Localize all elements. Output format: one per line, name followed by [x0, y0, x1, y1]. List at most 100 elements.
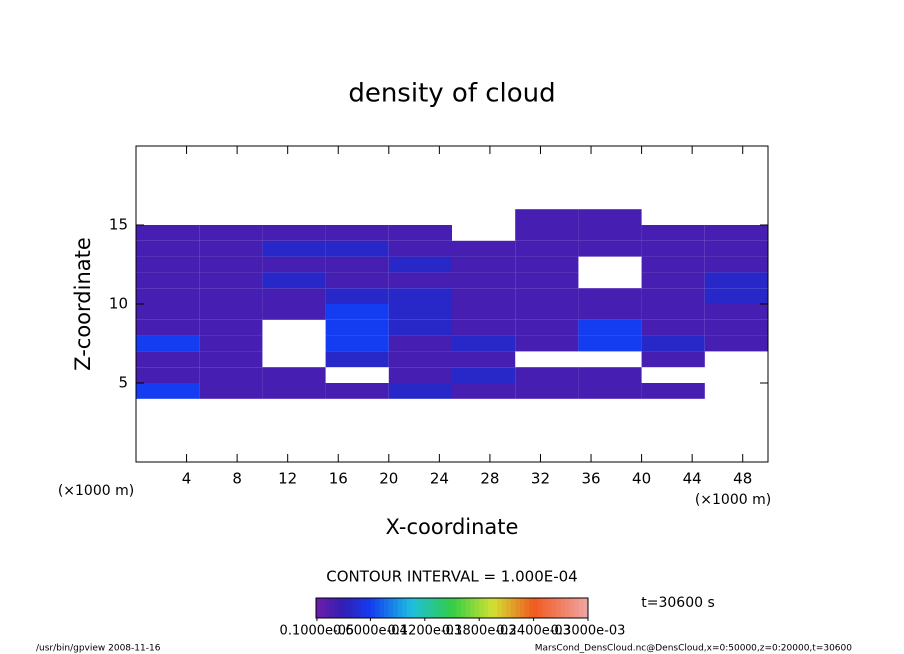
colorbar-swatch	[501, 598, 507, 618]
colorbar-swatch	[565, 598, 571, 618]
cell	[262, 225, 326, 241]
colorbar-swatch	[388, 598, 394, 618]
colorbar-tick-label: 0.6000e-04	[333, 624, 408, 639]
colorbar-swatch	[465, 598, 471, 618]
colorbar-swatch	[438, 598, 444, 618]
colorbar-swatch	[361, 598, 367, 618]
cell	[704, 256, 768, 273]
colorbar-swatch	[433, 598, 439, 618]
cell	[262, 240, 326, 257]
y-axis-label: Z-coordinate	[71, 237, 95, 371]
cell	[199, 225, 263, 241]
colorbar-swatch	[529, 598, 535, 618]
colorbar-swatch	[515, 598, 521, 618]
cell	[325, 288, 389, 304]
colorbar-swatch	[320, 598, 326, 618]
x-tick-label: 8	[232, 470, 242, 488]
cell	[578, 225, 642, 241]
x-tick-label: 16	[329, 470, 348, 488]
chart-title: density of cloud	[348, 79, 555, 109]
colorbar-swatch	[547, 598, 553, 618]
cell	[578, 209, 642, 225]
cell	[262, 304, 326, 320]
cell	[388, 256, 452, 273]
cell	[388, 304, 452, 320]
cell	[325, 240, 389, 257]
cell	[136, 383, 200, 399]
colorbar-swatch	[447, 598, 453, 618]
cell	[199, 319, 263, 336]
colorbar-swatch	[334, 598, 340, 618]
colorbar-swatch	[533, 598, 539, 618]
cell	[199, 304, 263, 320]
cell	[515, 367, 579, 383]
cell	[136, 240, 200, 257]
colorbar-swatch	[325, 598, 331, 618]
cell	[704, 304, 768, 320]
cell	[199, 351, 263, 368]
cell	[388, 367, 452, 383]
cell	[325, 304, 389, 320]
cell	[578, 335, 642, 352]
x-axis-label: X-coordinate	[386, 515, 519, 539]
cell	[388, 240, 452, 257]
x-tick-label: 28	[480, 470, 499, 488]
cell	[325, 272, 389, 289]
colorbar-swatch	[393, 598, 399, 618]
footer-right: MarsCond_DensCloud.nc@DensCloud,x=0:5000…	[535, 644, 852, 654]
colorbar-swatch	[456, 598, 462, 618]
colorbar-swatch	[583, 598, 589, 618]
colorbar-swatch	[406, 598, 412, 618]
x-tick-label: 24	[430, 470, 449, 488]
colorbar-swatch	[556, 598, 562, 618]
cell	[641, 288, 705, 304]
cell	[388, 351, 452, 368]
cell	[452, 304, 516, 320]
y-tick-label: 15	[109, 216, 128, 234]
colorbar-tick-label: 0.1000e-05	[280, 624, 355, 639]
cell	[578, 240, 642, 257]
cell	[452, 288, 516, 304]
cell	[452, 367, 516, 383]
colorbar-swatch	[510, 598, 516, 618]
cell	[388, 335, 452, 352]
cell	[452, 383, 516, 399]
cell	[515, 335, 579, 352]
cell	[452, 256, 516, 273]
cell	[262, 288, 326, 304]
colorbar-swatch	[384, 598, 390, 618]
cell	[325, 256, 389, 273]
colorbar-swatch	[411, 598, 417, 618]
colorbar-swatch	[569, 598, 575, 618]
cell	[704, 272, 768, 289]
cell	[262, 256, 326, 273]
x-tick-label: 20	[379, 470, 398, 488]
colorbar-swatch	[397, 598, 403, 618]
cell	[578, 367, 642, 383]
time-label: t=30600 s	[641, 595, 715, 611]
colorbar-swatch	[316, 598, 322, 618]
cell	[704, 240, 768, 257]
cell	[515, 240, 579, 257]
x-tick-label: 40	[632, 470, 651, 488]
cell	[199, 256, 263, 273]
colorbar-swatch	[538, 598, 544, 618]
cell	[388, 225, 452, 241]
cell	[641, 256, 705, 273]
colorbar-swatch	[365, 598, 371, 618]
colorbar-swatch	[442, 598, 448, 618]
colorbar-swatch	[488, 598, 494, 618]
cell	[515, 383, 579, 399]
x-tick-label: 44	[683, 470, 702, 488]
cell	[452, 351, 516, 368]
cell	[136, 367, 200, 383]
contour-interval: CONTOUR INTERVAL = 1.000E-04	[326, 568, 577, 586]
cell	[704, 225, 768, 241]
colorbar-swatch	[560, 598, 566, 618]
cell	[136, 335, 200, 352]
y-unit: (×1000 m)	[58, 483, 134, 499]
cell	[515, 256, 579, 273]
cell	[641, 272, 705, 289]
cell	[452, 319, 516, 336]
footer-left: /usr/bin/gpview 2008-11-16	[36, 644, 161, 654]
